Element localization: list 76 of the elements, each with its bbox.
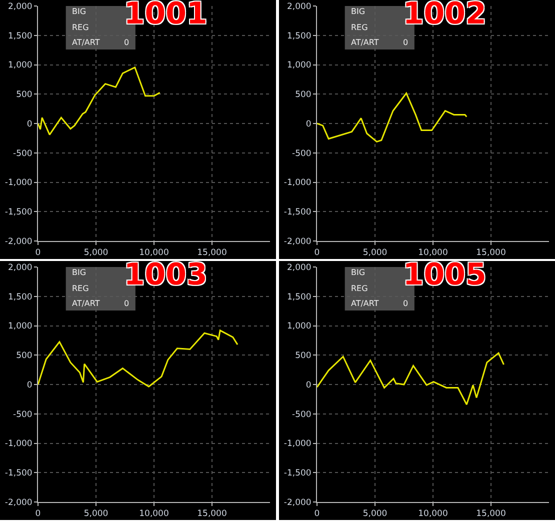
chart-title: 1001 [124,0,208,32]
y-tick-label: -500 [292,410,312,420]
annotation: 0 [124,299,130,308]
y-tick-label: -2,000 [4,498,32,508]
x-tick-label: 10,000 [139,509,169,520]
annotation: BIG [72,7,86,16]
x-tick-label: 15,000 [476,248,506,258]
x-tick-label: 15,000 [197,509,227,520]
annotation: AT/ART [72,299,100,308]
y-tick-label: -1,000 [284,439,312,450]
y-tick-label: -500 [13,148,32,159]
x-tick-label: 10,000 [139,248,169,258]
annotation: AT/ART [351,38,379,47]
y-tick-label: 1,000 [286,322,312,332]
y-tick-label: -1,500 [284,208,312,218]
y-tick-label: -1,500 [284,468,312,479]
y-tick-label: -500 [292,148,312,159]
y-tick-label: 500 [295,90,312,100]
y-tick-label: -2,000 [4,236,32,247]
y-tick-label: 0 [306,119,312,130]
y-tick-label: 1,500 [8,292,32,302]
annotation: REG [351,23,368,32]
y-tick-label: -1,500 [4,468,32,479]
x-tick-label: 0 [35,509,41,520]
annotation: AT/ART [72,38,100,47]
y-tick-label: 0 [26,380,32,390]
annotation: REG [72,284,89,293]
annotation: BIG [72,268,86,277]
y-tick-label: 500 [16,351,32,362]
line-series [317,92,468,142]
y-tick-label: 1,000 [8,60,32,71]
y-tick-label: -1,000 [4,439,32,450]
y-tick-label: -2,000 [284,236,312,247]
annotation: REG [351,284,368,293]
annotation: REG [72,23,89,32]
y-tick-label: 0 [306,380,312,390]
x-tick-label: 5,000 [362,509,388,520]
y-tick-label: 1,500 [286,31,312,42]
chart-title: 1002 [402,0,486,32]
y-tick-label: 1,000 [286,60,312,71]
annotation: 0 [403,299,408,308]
y-tick-label: 1,500 [8,31,32,42]
chart-title: 1003 [124,258,208,293]
x-tick-label: 0 [314,509,320,520]
x-tick-label: 5,000 [84,248,108,258]
y-tick-label: -1,500 [4,208,32,218]
x-tick-label: 0 [314,248,320,258]
x-tick-label: 10,000 [418,509,448,520]
annotation: AT/ART [351,299,379,308]
y-tick-label: 2,000 [8,2,32,12]
line-series [317,352,505,406]
annotation: 0 [124,38,130,47]
line-series [38,330,238,388]
y-tick-label: 500 [16,90,32,100]
annotation: BIG [351,268,366,277]
y-tick-label: -1,000 [284,178,312,188]
x-tick-label: 15,000 [197,248,227,258]
annotation: BIG [351,7,366,16]
y-tick-label: 2,000 [8,262,32,273]
x-tick-label: 0 [35,248,41,258]
y-tick-label: 0 [26,119,32,130]
y-tick-label: 1,000 [8,322,32,332]
y-tick-label: -1,000 [4,178,32,188]
x-tick-label: 10,000 [418,248,448,258]
y-tick-label: 2,000 [286,262,312,273]
chart-title: 1005 [402,258,486,293]
x-tick-label: 15,000 [476,509,506,520]
annotation: 0 [403,38,408,47]
x-tick-label: 5,000 [84,509,108,520]
y-tick-label: 500 [295,351,312,362]
y-tick-label: -2,000 [284,498,312,508]
y-tick-label: -500 [13,410,32,420]
y-tick-label: 1,500 [286,292,312,302]
x-tick-label: 5,000 [362,248,388,258]
y-tick-label: 2,000 [286,2,312,12]
line-series [38,66,161,136]
